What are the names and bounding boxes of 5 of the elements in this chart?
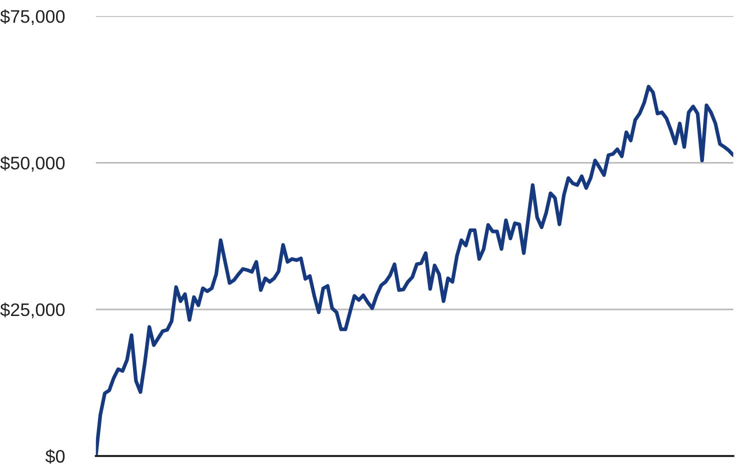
line-series xyxy=(96,84,734,456)
y-tick-label: $50,000 xyxy=(0,156,65,172)
y-tick-label: $25,000 xyxy=(0,302,65,318)
y-tick-label: $0 xyxy=(45,449,65,464)
y-tick-label: $75,000 xyxy=(0,9,65,26)
